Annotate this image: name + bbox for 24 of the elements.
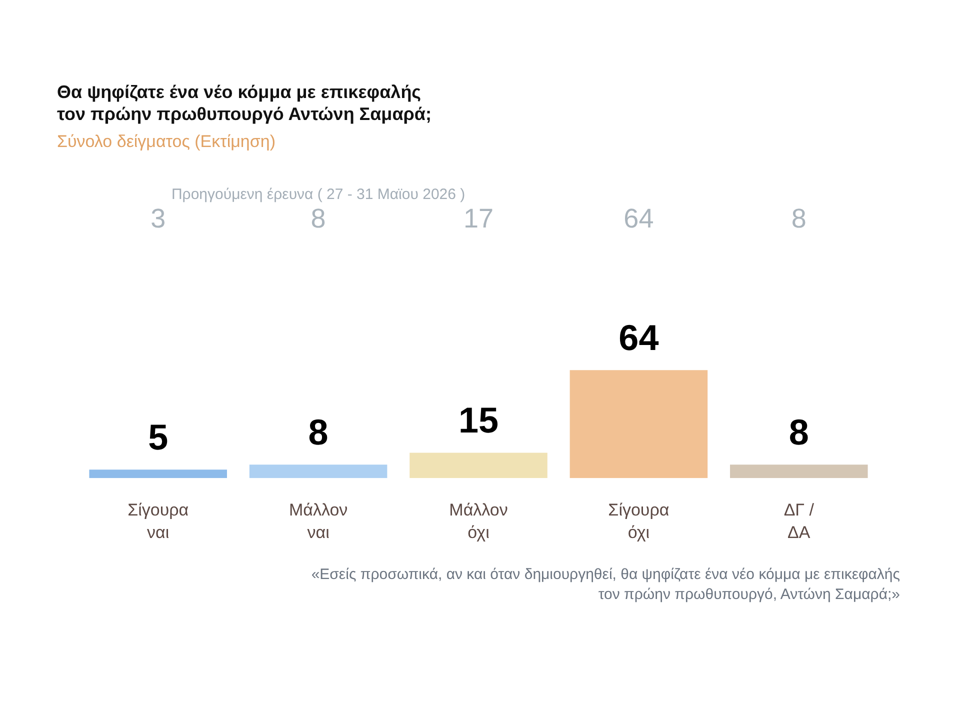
text: 17 — [463, 203, 494, 234]
text: 3 — [150, 203, 166, 234]
bar — [410, 452, 548, 478]
text: 64 — [624, 203, 654, 234]
chart-title: Θα ψηφίζατε ένα νέο κόμμα με επικεφαλής τον πρώην πρωθυπουργό Αντώνη Σαμαρά; — [57, 81, 432, 125]
bar — [730, 464, 868, 478]
x-tick-label: Μάλλον όχι — [449, 500, 508, 542]
text: «Εσείς προσωπικά, αν και όταν δημιουργηθεί, θα ψηφίζατε ένα νέο κόμμα με επικεφαλής τον πρώην πρωθυπουργό, Αντώνη Σαμαρά;» — [310, 565, 900, 605]
text: 8 — [791, 203, 806, 234]
x-tick-label: Μάλλον ναι — [288, 500, 348, 542]
x-tick-label: Σίγουρα ναι — [128, 500, 189, 542]
data-label: 5 — [148, 416, 168, 458]
bar — [249, 464, 388, 478]
data-label: 8 — [308, 412, 328, 453]
x-tick-label: ΔΓ / ΔΑ — [784, 500, 814, 542]
data-label: 8 — [788, 412, 809, 453]
x-tick-label: Σίγουρα όχι — [608, 500, 670, 542]
bar — [570, 370, 708, 478]
chart-subtitle: Σύνολο δείγματος (Εκτίμηση) — [57, 131, 276, 153]
text: 8 — [310, 203, 326, 234]
data-label: 15 — [458, 400, 499, 441]
data-label: 64 — [618, 317, 659, 358]
text: Προηγούμενη έρευνα ( 27 - 31 Μαϊου 2026 ) — [171, 186, 466, 204]
bar — [89, 470, 227, 478]
